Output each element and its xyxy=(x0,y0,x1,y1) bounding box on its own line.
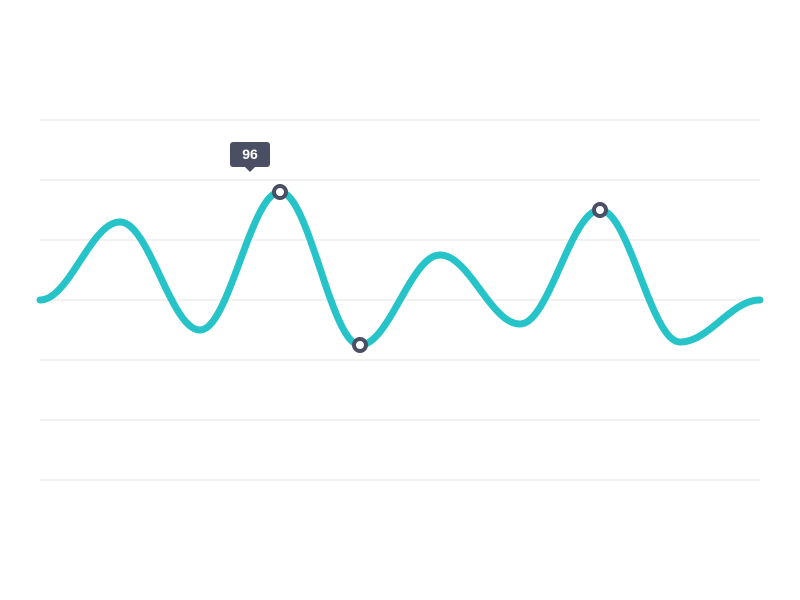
value-tooltip: 96 xyxy=(230,142,270,172)
gridlines xyxy=(40,119,760,481)
data-markers xyxy=(272,184,608,353)
data-point-marker[interactable] xyxy=(272,184,288,200)
data-point-marker[interactable] xyxy=(592,202,608,218)
data-point-marker[interactable] xyxy=(352,337,368,353)
series-line xyxy=(36,188,764,349)
